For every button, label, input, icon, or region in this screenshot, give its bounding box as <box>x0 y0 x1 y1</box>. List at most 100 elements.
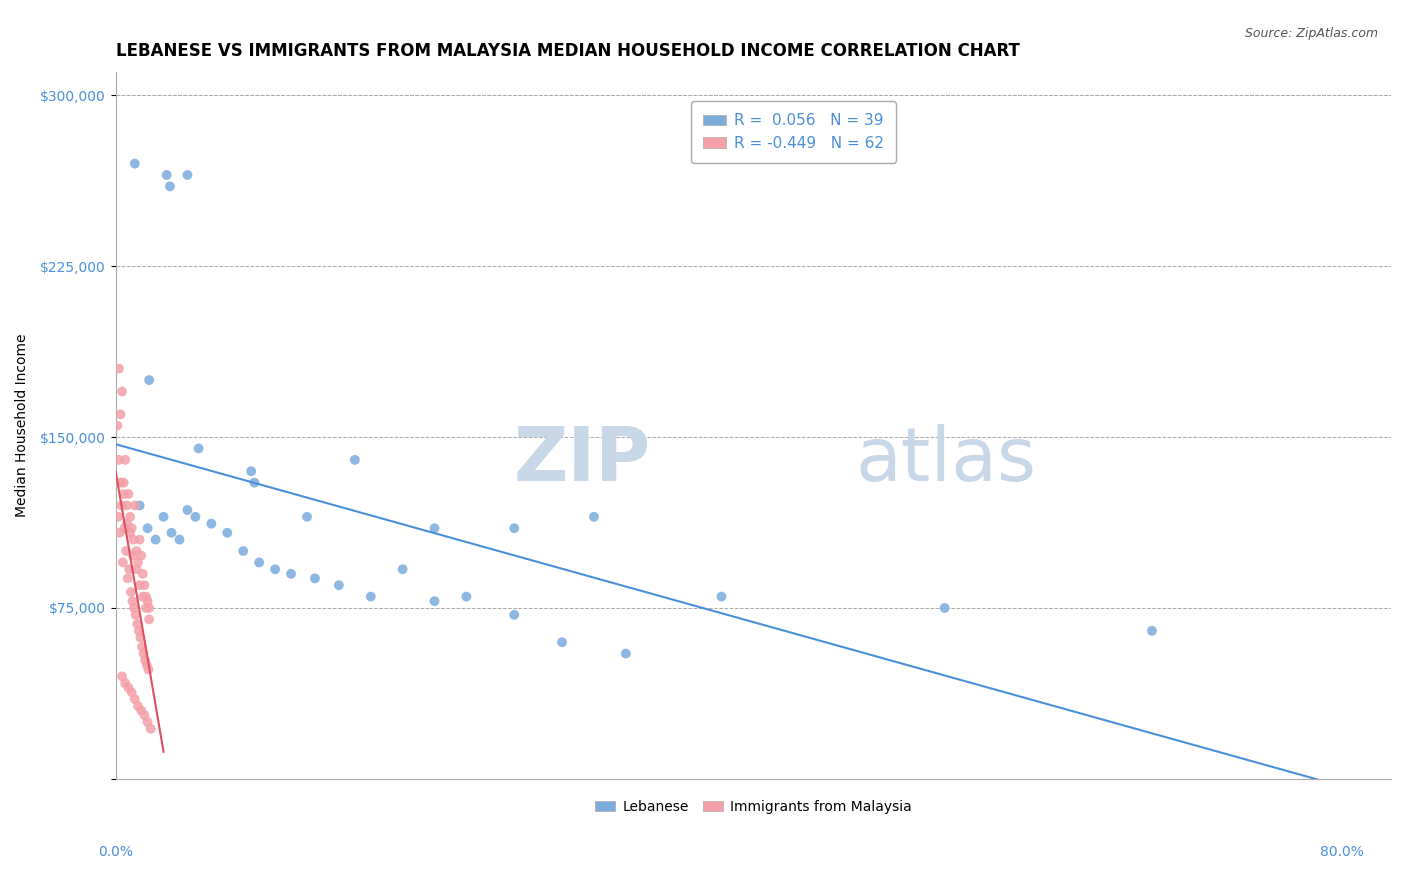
Point <box>187 442 209 456</box>
Point <box>328 578 350 592</box>
Point <box>934 601 956 615</box>
Point <box>127 616 149 631</box>
Point <box>136 521 159 535</box>
Point <box>295 509 318 524</box>
Point <box>232 544 254 558</box>
Text: Source: ZipAtlas.com: Source: ZipAtlas.com <box>1244 27 1378 40</box>
Point <box>108 525 131 540</box>
Point <box>108 453 131 467</box>
Point <box>111 556 134 570</box>
Point <box>117 487 139 501</box>
Point <box>128 499 150 513</box>
Point <box>247 556 270 570</box>
Point <box>240 464 263 478</box>
Point <box>125 544 148 558</box>
Point <box>134 653 156 667</box>
Point <box>156 168 179 182</box>
Point <box>112 475 135 490</box>
Point <box>503 607 526 622</box>
Point <box>138 612 160 626</box>
Point <box>582 509 605 524</box>
Point <box>115 516 138 531</box>
Point <box>121 521 143 535</box>
Point <box>132 566 155 581</box>
Point <box>614 647 637 661</box>
Text: 0.0%: 0.0% <box>98 845 134 859</box>
Point <box>132 647 155 661</box>
Text: LEBANESE VS IMMIGRANTS FROM MALAYSIA MEDIAN HOUSEHOLD INCOME CORRELATION CHART: LEBANESE VS IMMIGRANTS FROM MALAYSIA MED… <box>115 42 1019 60</box>
Point <box>129 704 152 718</box>
Point <box>115 544 138 558</box>
Point <box>127 556 149 570</box>
Point <box>304 571 326 585</box>
Point <box>139 722 162 736</box>
Point <box>110 475 132 490</box>
Point <box>129 631 152 645</box>
Point <box>112 487 135 501</box>
Point <box>120 509 142 524</box>
Point <box>710 590 733 604</box>
Y-axis label: Median Household Income: Median Household Income <box>15 334 30 517</box>
Point <box>128 533 150 547</box>
Point <box>122 533 145 547</box>
Point <box>135 657 157 672</box>
Point <box>160 525 183 540</box>
Point <box>117 681 139 695</box>
Point <box>503 521 526 535</box>
Point <box>169 533 191 547</box>
Point <box>117 571 139 585</box>
Point <box>243 475 266 490</box>
Point <box>105 418 128 433</box>
Point <box>122 601 145 615</box>
Point <box>135 601 157 615</box>
Point <box>159 179 181 194</box>
Text: ZIP: ZIP <box>515 425 651 498</box>
Point <box>152 509 174 524</box>
Point <box>551 635 574 649</box>
Point <box>114 676 136 690</box>
Point <box>217 525 239 540</box>
Point <box>111 384 134 399</box>
Point <box>132 590 155 604</box>
Point <box>360 590 382 604</box>
Point <box>120 525 142 540</box>
Point <box>184 509 207 524</box>
Point <box>114 453 136 467</box>
Text: atlas: atlas <box>855 425 1036 498</box>
Text: 80.0%: 80.0% <box>1320 845 1364 859</box>
Point <box>111 669 134 683</box>
Point <box>118 562 141 576</box>
Point <box>110 407 132 421</box>
Point <box>136 714 159 729</box>
Point <box>120 585 142 599</box>
Point <box>128 578 150 592</box>
Point <box>110 499 132 513</box>
Point <box>124 156 146 170</box>
Point <box>136 594 159 608</box>
Point <box>121 594 143 608</box>
Point <box>128 624 150 638</box>
Point <box>138 601 160 615</box>
Point <box>134 578 156 592</box>
Point <box>124 607 146 622</box>
Point <box>176 503 198 517</box>
Point <box>115 499 138 513</box>
Point <box>131 640 153 654</box>
Point <box>122 549 145 563</box>
Point <box>125 562 148 576</box>
Point <box>343 453 366 467</box>
Point <box>114 521 136 535</box>
Point <box>107 509 129 524</box>
Point <box>124 499 146 513</box>
Point <box>423 521 446 535</box>
Point <box>264 562 287 576</box>
Point <box>121 685 143 699</box>
Point <box>138 663 160 677</box>
Point <box>124 692 146 706</box>
Point <box>1140 624 1163 638</box>
Point <box>129 549 152 563</box>
Point <box>127 698 149 713</box>
Point <box>176 168 198 182</box>
Point <box>200 516 222 531</box>
Point <box>138 373 160 387</box>
